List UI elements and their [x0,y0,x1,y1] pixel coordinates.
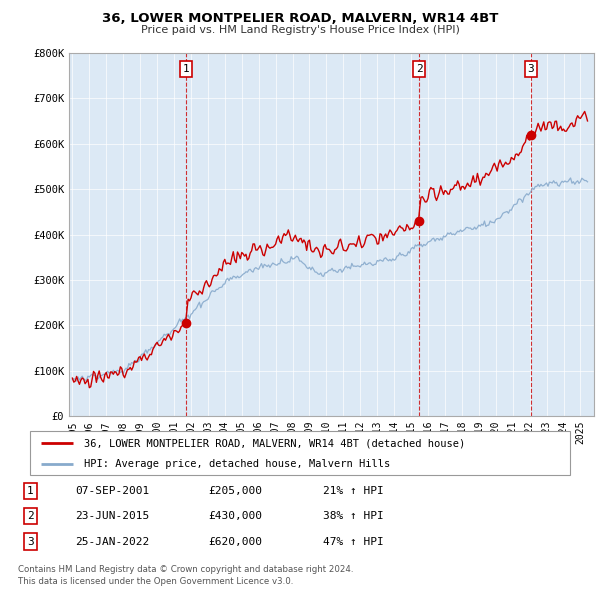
Text: 38% ↑ HPI: 38% ↑ HPI [323,512,384,521]
Text: £430,000: £430,000 [208,512,262,521]
Text: 25-JAN-2022: 25-JAN-2022 [76,536,149,546]
Text: 3: 3 [27,536,34,546]
Text: 1: 1 [27,486,34,496]
Text: 36, LOWER MONTPELIER ROAD, MALVERN, WR14 4BT: 36, LOWER MONTPELIER ROAD, MALVERN, WR14… [102,12,498,25]
Text: 47% ↑ HPI: 47% ↑ HPI [323,536,384,546]
Text: This data is licensed under the Open Government Licence v3.0.: This data is licensed under the Open Gov… [18,577,293,586]
FancyBboxPatch shape [30,431,570,475]
Text: 07-SEP-2001: 07-SEP-2001 [76,486,149,496]
Text: 36, LOWER MONTPELIER ROAD, MALVERN, WR14 4BT (detached house): 36, LOWER MONTPELIER ROAD, MALVERN, WR14… [84,438,465,448]
Text: 23-JUN-2015: 23-JUN-2015 [76,512,149,521]
Text: 21% ↑ HPI: 21% ↑ HPI [323,486,384,496]
Text: HPI: Average price, detached house, Malvern Hills: HPI: Average price, detached house, Malv… [84,459,390,469]
Text: 2: 2 [416,64,422,74]
Text: 1: 1 [182,64,189,74]
Text: 2: 2 [27,512,34,521]
Text: £620,000: £620,000 [208,536,262,546]
Text: Price paid vs. HM Land Registry's House Price Index (HPI): Price paid vs. HM Land Registry's House … [140,25,460,35]
Text: Contains HM Land Registry data © Crown copyright and database right 2024.: Contains HM Land Registry data © Crown c… [18,565,353,574]
Text: £205,000: £205,000 [208,486,262,496]
Text: 3: 3 [527,64,534,74]
